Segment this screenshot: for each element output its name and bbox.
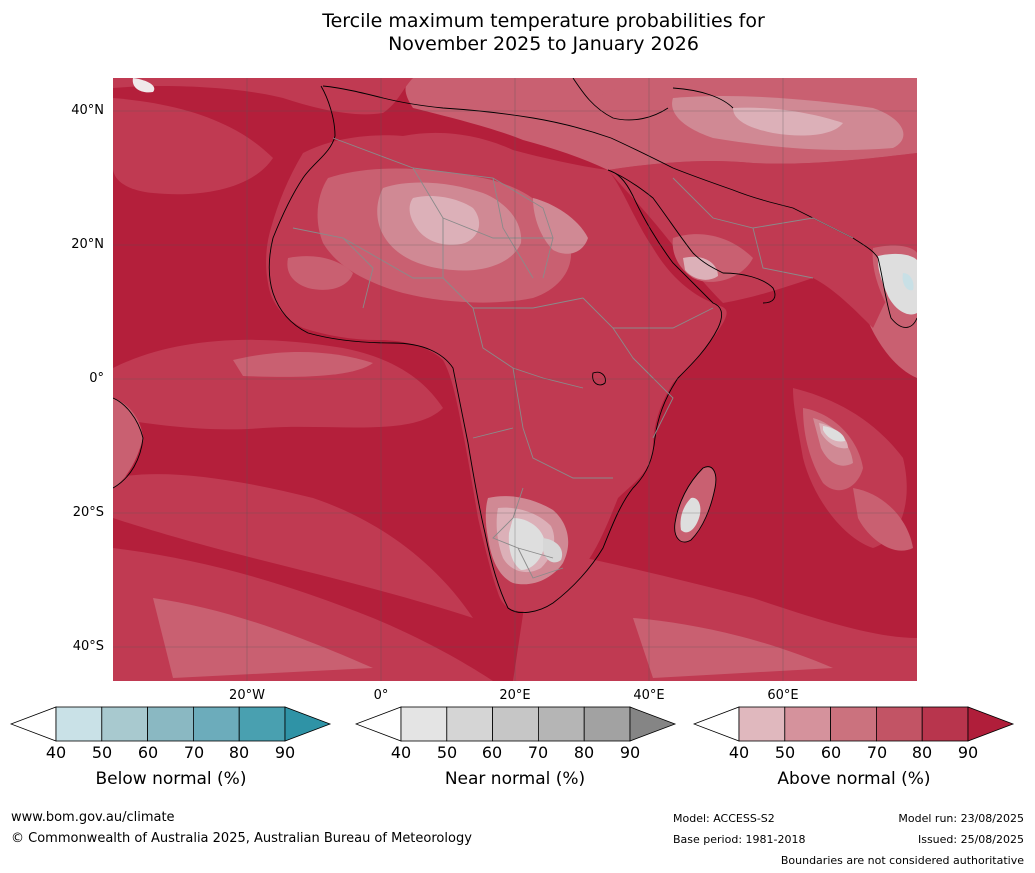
colorbar-near-normal xyxy=(354,706,677,746)
above-tick-50: 50 xyxy=(774,743,796,762)
lat-label-0: 0° xyxy=(89,371,104,386)
coastlines xyxy=(113,78,917,614)
probability-map xyxy=(113,78,917,681)
colorbar-segment xyxy=(921,706,969,742)
below-tick-80: 80 xyxy=(228,743,250,762)
footer-model: Model: ACCESS-S2 xyxy=(673,812,775,825)
near-tick-90: 90 xyxy=(619,743,641,762)
near-tick-40: 40 xyxy=(390,743,412,762)
colorbar-below-normal xyxy=(9,706,332,746)
colorbar-above-normal-title: Above normal (%) xyxy=(777,769,931,789)
colorbar-below-normal-title: Below normal (%) xyxy=(95,769,247,789)
lat-label-20s: 20°S xyxy=(72,505,104,520)
colorbar-extend-low xyxy=(692,706,740,742)
footer-disclaimer: Boundaries are not considered authoritat… xyxy=(780,854,1024,867)
footer-issued: Issued: 25/08/2025 xyxy=(917,833,1024,846)
lon-label-20e: 20°E xyxy=(499,688,531,703)
colorbar-segment xyxy=(537,706,585,742)
colorbar-extend-low xyxy=(9,706,57,742)
colorbar-extend-high xyxy=(967,706,1015,742)
above-tick-40: 40 xyxy=(728,743,750,762)
colorbar-segment xyxy=(738,706,786,742)
country-borders xyxy=(292,137,854,579)
graticule xyxy=(113,78,917,681)
lat-label-40s: 40°S xyxy=(72,639,104,654)
colorbar-segment xyxy=(400,706,448,742)
near-tick-50: 50 xyxy=(436,743,458,762)
near-tick-80: 80 xyxy=(573,743,595,762)
map-title: Tercile maximum temperature probabilitie… xyxy=(0,10,1035,56)
colorbar-extend-high xyxy=(284,706,332,742)
colorbar-segment xyxy=(55,706,103,742)
colorbar-segment xyxy=(446,706,494,742)
colorbar-segment xyxy=(101,706,149,742)
lon-label-40e: 40°E xyxy=(633,688,665,703)
colorbar-above-normal xyxy=(692,706,1015,746)
near-tick-70: 70 xyxy=(527,743,549,762)
colorbar-above-normal-svg xyxy=(692,706,1015,742)
footer-base-period: Base period: 1981-2018 xyxy=(673,833,806,846)
colorbar-near-normal-title: Near normal (%) xyxy=(444,769,586,789)
colorbar-segment xyxy=(192,706,240,742)
colorbar-extend-low xyxy=(354,706,402,742)
above-tick-60: 60 xyxy=(820,743,842,762)
colorbar-segment xyxy=(830,706,877,742)
colorbar-segment xyxy=(583,706,631,742)
below-tick-90: 90 xyxy=(274,743,296,762)
colorbar-segment xyxy=(492,706,539,742)
south-america-edge xyxy=(113,398,143,488)
below-tick-50: 50 xyxy=(91,743,113,762)
below-tick-40: 40 xyxy=(45,743,67,762)
colorbar-extend-high xyxy=(629,706,677,742)
above-tick-70: 70 xyxy=(866,743,888,762)
colorbar-segment xyxy=(238,706,286,742)
map-svg xyxy=(113,78,917,681)
below-tick-70: 70 xyxy=(183,743,205,762)
above-tick-90: 90 xyxy=(957,743,979,762)
title-line-2: November 2025 to January 2026 xyxy=(388,33,699,55)
colorbar-segment xyxy=(875,706,923,742)
near-tick-60: 60 xyxy=(481,743,503,762)
footer-copyright: © Commonwealth of Australia 2025, Austra… xyxy=(11,831,472,846)
colorbar-segment xyxy=(784,706,832,742)
lon-label-60e: 60°E xyxy=(767,688,799,703)
footer-model-run: Model run: 23/08/2025 xyxy=(898,812,1024,825)
colorbar-near-normal-svg xyxy=(354,706,677,742)
lon-label-20w: 20°W xyxy=(229,688,265,703)
above-tick-80: 80 xyxy=(911,743,933,762)
lon-label-0: 0° xyxy=(373,688,389,703)
below-tick-60: 60 xyxy=(137,743,159,762)
lat-label-20n: 20°N xyxy=(71,237,104,252)
footer-url: www.bom.gov.au/climate xyxy=(11,810,175,825)
lat-label-40n: 40°N xyxy=(71,103,104,118)
colorbar-segment xyxy=(147,706,194,742)
colorbar-below-normal-svg xyxy=(9,706,332,742)
title-line-1: Tercile maximum temperature probabilitie… xyxy=(322,10,765,32)
